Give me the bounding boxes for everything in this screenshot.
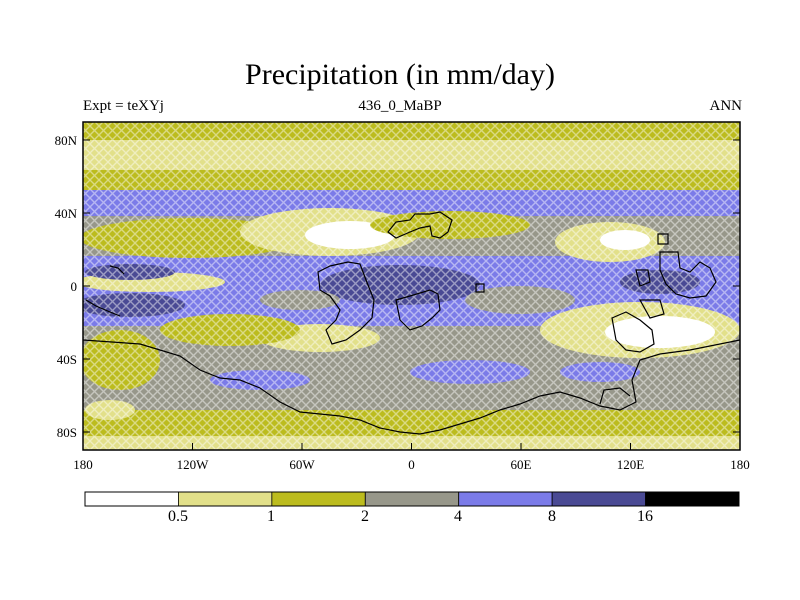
period-label: 436_0_MaBP bbox=[358, 98, 442, 114]
lon-label-0: 0 bbox=[408, 457, 415, 472]
colorbar-label-1: 1 bbox=[267, 508, 275, 525]
colorbar-box bbox=[271, 491, 366, 507]
lon-label-180e: 180 bbox=[730, 457, 750, 472]
colorbar-box bbox=[178, 491, 273, 507]
plot-title: Precipitation (in mm/day) bbox=[245, 58, 555, 91]
precipitation-field bbox=[83, 122, 740, 450]
lon-label-120w: 120W bbox=[177, 457, 210, 472]
lat-label-80n: 80N bbox=[55, 133, 78, 148]
season-label: ANN bbox=[709, 98, 743, 114]
colorbar-box bbox=[84, 491, 179, 507]
experiment-label: Expt = teXYj bbox=[83, 98, 164, 114]
colorbar-box bbox=[364, 491, 460, 507]
colorbar-frame bbox=[84, 491, 740, 507]
colorbar-label-4: 4 bbox=[454, 508, 462, 525]
lon-label-120e: 120E bbox=[617, 457, 645, 472]
lon-label-60e: 60E bbox=[511, 457, 532, 472]
colorbar-label-16: 16 bbox=[637, 508, 653, 525]
lon-label-180w: 180 bbox=[73, 457, 93, 472]
lon-tick-marks bbox=[82, 443, 741, 450]
lat-label-80s: 80S bbox=[57, 425, 77, 440]
lat-label-40n: 40N bbox=[55, 206, 78, 221]
colorbar-box bbox=[645, 491, 740, 507]
colorbar-box bbox=[458, 491, 553, 507]
lat-label-40s: 40S bbox=[57, 352, 77, 367]
lon-label-60w: 60W bbox=[289, 457, 315, 472]
colorbar-label-8: 8 bbox=[548, 508, 556, 525]
colorbar-label-2: 2 bbox=[361, 508, 369, 525]
colorbar bbox=[84, 491, 740, 507]
lat-label-0: 0 bbox=[71, 279, 78, 294]
colorbar-box bbox=[551, 491, 646, 507]
lat-tick-marks bbox=[83, 139, 740, 433]
continent-outlines bbox=[83, 211, 740, 435]
colorbar-label-0-5: 0.5 bbox=[168, 508, 188, 525]
